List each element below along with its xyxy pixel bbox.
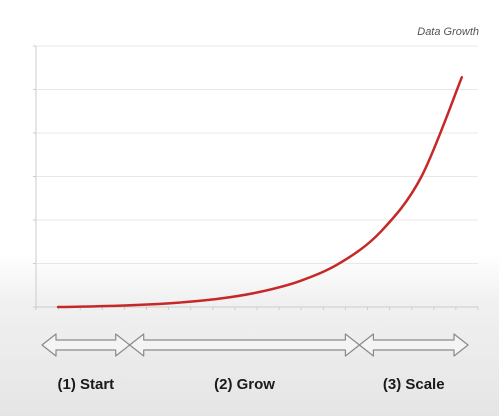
phase-label: (3) Scale: [382, 376, 445, 393]
gridlines: [36, 45, 478, 264]
phase-arrow: [129, 333, 361, 357]
phase-arrows: [41, 333, 469, 357]
series-layer: [56, 76, 464, 309]
chart-title: Data Growth: [417, 26, 479, 38]
phase-label: (1) Start: [57, 376, 115, 393]
axes: [33, 45, 479, 310]
growth-curve: [56, 76, 464, 309]
phase-arrow: [358, 333, 469, 357]
phase-arrow: [41, 333, 131, 357]
phase-label: (2) Grow: [214, 376, 275, 393]
